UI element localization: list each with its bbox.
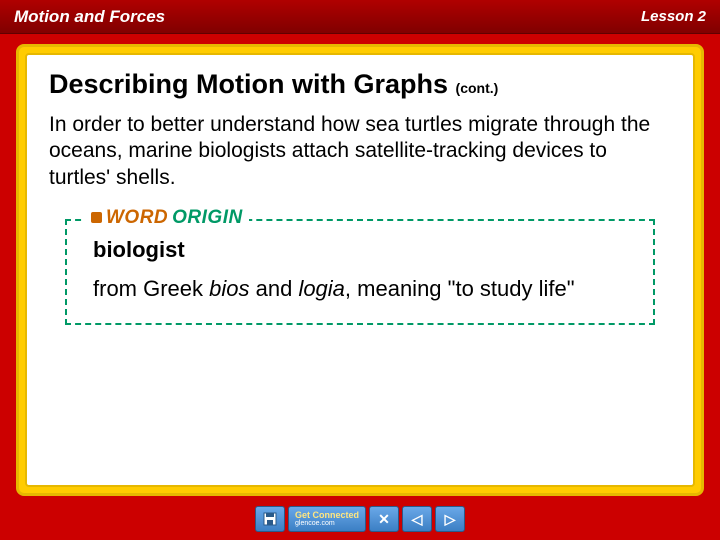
bottom-nav: Get Connected glencoe.com ✕ ◁ ▷ <box>255 506 465 532</box>
def-ital2: logia <box>298 276 344 301</box>
slide-frame-outer: Describing Motion with Graphs (cont.) In… <box>16 44 704 496</box>
header-bar: Motion and Forces Lesson 2 <box>0 0 720 34</box>
def-mid: and <box>250 276 299 301</box>
chevron-left-icon: ◁ <box>412 511 423 528</box>
prev-button[interactable]: ◁ <box>402 506 432 532</box>
word-origin-label: WORD ORIGIN <box>85 207 249 229</box>
word-origin-definition: from Greek bios and logia, meaning "to s… <box>93 275 627 304</box>
close-icon: ✕ <box>378 511 390 528</box>
get-connected-button[interactable]: Get Connected glencoe.com <box>288 506 366 532</box>
word-origin-word: WORD <box>106 207 168 229</box>
chapter-title: Motion and Forces <box>14 7 165 27</box>
close-button[interactable]: ✕ <box>369 506 399 532</box>
slide-body-text: In order to better understand how sea tu… <box>49 112 671 191</box>
connect-label-2: glencoe.com <box>295 520 359 527</box>
slide-title-text: Describing Motion with Graphs <box>49 69 448 99</box>
slide-title: Describing Motion with Graphs (cont.) <box>49 69 671 100</box>
def-ital1: bios <box>209 276 249 301</box>
word-origin-origin: ORIGIN <box>172 207 243 229</box>
slide-title-cont: (cont.) <box>456 80 499 96</box>
lesson-badge: Lesson 2 <box>641 8 706 25</box>
def-prefix: from Greek <box>93 276 209 301</box>
word-origin-box: WORD ORIGIN biologist from Greek bios an… <box>65 219 655 326</box>
bullet-icon <box>91 212 102 223</box>
chevron-right-icon: ▷ <box>445 511 456 528</box>
word-origin-term: biologist <box>93 237 627 263</box>
slide-frame-inner: Describing Motion with Graphs (cont.) In… <box>25 53 695 487</box>
def-suffix: , meaning "to study life" <box>345 276 575 301</box>
connect-label-1: Get Connected <box>295 511 359 520</box>
disk-icon[interactable] <box>255 506 285 532</box>
next-button[interactable]: ▷ <box>435 506 465 532</box>
